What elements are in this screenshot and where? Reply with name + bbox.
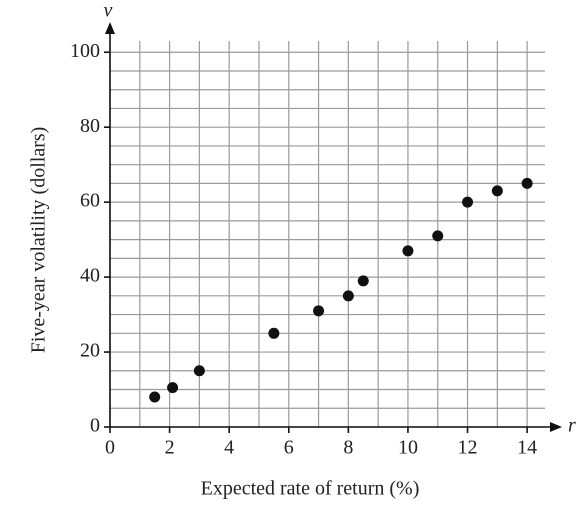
point bbox=[313, 305, 325, 317]
y-axis-arrow bbox=[105, 22, 115, 34]
y-tick-label: 60 bbox=[80, 190, 100, 212]
point bbox=[149, 391, 161, 403]
point bbox=[268, 327, 280, 339]
y-axis-letter: v bbox=[104, 0, 113, 22]
y-tick-label: 0 bbox=[90, 415, 100, 437]
y-tick-label: 40 bbox=[80, 265, 100, 287]
x-tick-label: 14 bbox=[517, 437, 537, 459]
x-tick-label: 6 bbox=[284, 437, 294, 459]
point bbox=[167, 382, 179, 394]
point bbox=[357, 275, 369, 287]
x-tick-label: 4 bbox=[224, 437, 234, 459]
point bbox=[193, 365, 205, 377]
y-tick-label: 100 bbox=[70, 40, 100, 62]
x-tick-label: 8 bbox=[343, 437, 353, 459]
x-axis-letter: r bbox=[568, 415, 576, 437]
x-tick-label: 12 bbox=[458, 437, 478, 459]
point bbox=[402, 245, 414, 257]
point bbox=[491, 185, 503, 197]
x-axis-label: Expected rate of return (%) bbox=[201, 478, 420, 500]
x-tick-label: 0 bbox=[105, 437, 115, 459]
x-tick-label: 2 bbox=[165, 437, 175, 459]
point bbox=[462, 196, 474, 208]
y-axis-label: Five-year volatility (dollars) bbox=[28, 127, 50, 354]
y-tick-label: 80 bbox=[80, 115, 100, 137]
x-axis-arrow bbox=[550, 422, 562, 432]
x-tick-label: 10 bbox=[398, 437, 418, 459]
y-tick-label: 20 bbox=[80, 340, 100, 362]
point bbox=[432, 230, 444, 242]
point bbox=[521, 177, 533, 189]
point bbox=[342, 290, 354, 302]
